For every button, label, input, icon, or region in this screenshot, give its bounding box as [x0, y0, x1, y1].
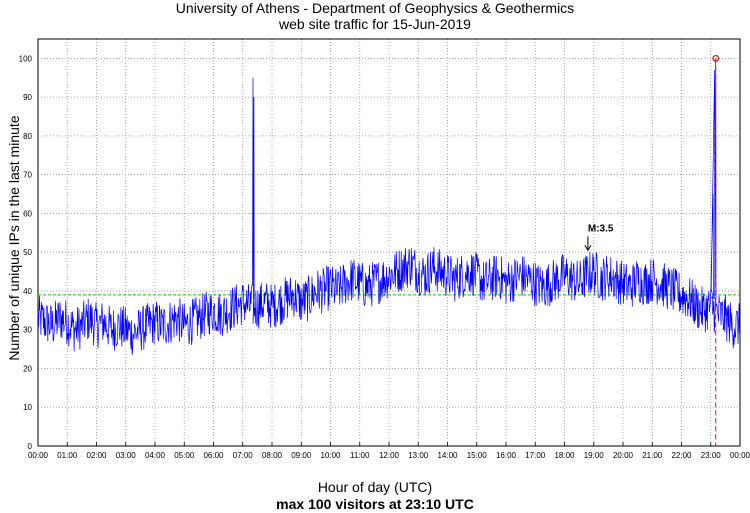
- x-tick-label: 13:00: [408, 451, 429, 460]
- annotation-arrow-head: [584, 245, 592, 252]
- x-tick-label: 14:00: [437, 451, 458, 460]
- x-tick-label: 11:00: [350, 451, 370, 460]
- x-tick-label: 02:00: [86, 451, 107, 460]
- x-tick-label: 22:00: [671, 451, 692, 460]
- x-tick-label: 03:00: [116, 451, 137, 460]
- y-tick-label: 10: [23, 403, 32, 412]
- chart-subtitle: web site traffic for 15-Jun-2019: [279, 16, 471, 32]
- x-tick-label: 00:00: [730, 451, 750, 460]
- x-tick-label: 16:00: [496, 451, 517, 460]
- x-axis-label: Hour of day (UTC): [317, 479, 433, 495]
- y-tick-label: 70: [23, 171, 32, 180]
- x-tick-label: 04:00: [145, 451, 166, 460]
- y-tick-label: 60: [23, 209, 32, 218]
- x-tick-label: 12:00: [379, 451, 400, 460]
- x-tick-label: 07:00: [233, 451, 254, 460]
- x-tick-label: 00:00: [28, 451, 49, 460]
- max-marker-point: [712, 54, 720, 62]
- x-tick-label: 09:00: [291, 451, 312, 460]
- tick-labels: 0 10 20 30 40 50 60 70 80 90 100 00:00 01:00 02:00 03:…: [19, 54, 750, 460]
- y-tick-label: 40: [23, 287, 32, 296]
- y-tick-label: 50: [23, 248, 32, 257]
- y-axis-label: Number of unique IPs in the last minute: [6, 115, 22, 361]
- chart-title: University of Athens - Department of Geo…: [175, 0, 575, 16]
- gridlines: [38, 39, 740, 446]
- x-tick-label: 19:00: [584, 451, 605, 460]
- x-tick-label: 20:00: [613, 451, 634, 460]
- x-tick-label: 18:00: [554, 451, 575, 460]
- y-tick-label: 20: [23, 364, 32, 373]
- x-tick-label: 21:00: [642, 451, 663, 460]
- x-tick-label: 17:00: [525, 451, 546, 460]
- x-tick-label: 08:00: [262, 451, 283, 460]
- annotation-label: M:3.5: [588, 223, 614, 234]
- max-visitors-note: max 100 visitors at 23:10 UTC: [276, 496, 474, 512]
- x-tick-label: 06:00: [203, 451, 224, 460]
- traffic-series-line: [37, 58, 741, 355]
- series-marks: M:3.5: [37, 54, 741, 446]
- x-tick-label: 05:00: [174, 451, 195, 460]
- y-tick-label: 100: [19, 54, 33, 63]
- x-tick-label: 01:00: [57, 451, 78, 460]
- x-tick-label: 15:00: [467, 451, 488, 460]
- y-tick-label: 0: [28, 442, 33, 451]
- x-tick-label: 23:00: [701, 451, 722, 460]
- y-tick-label: 80: [23, 132, 32, 141]
- x-tick-label: 10:00: [320, 451, 341, 460]
- y-tick-label: 90: [23, 93, 32, 102]
- y-tick-label: 30: [23, 326, 32, 335]
